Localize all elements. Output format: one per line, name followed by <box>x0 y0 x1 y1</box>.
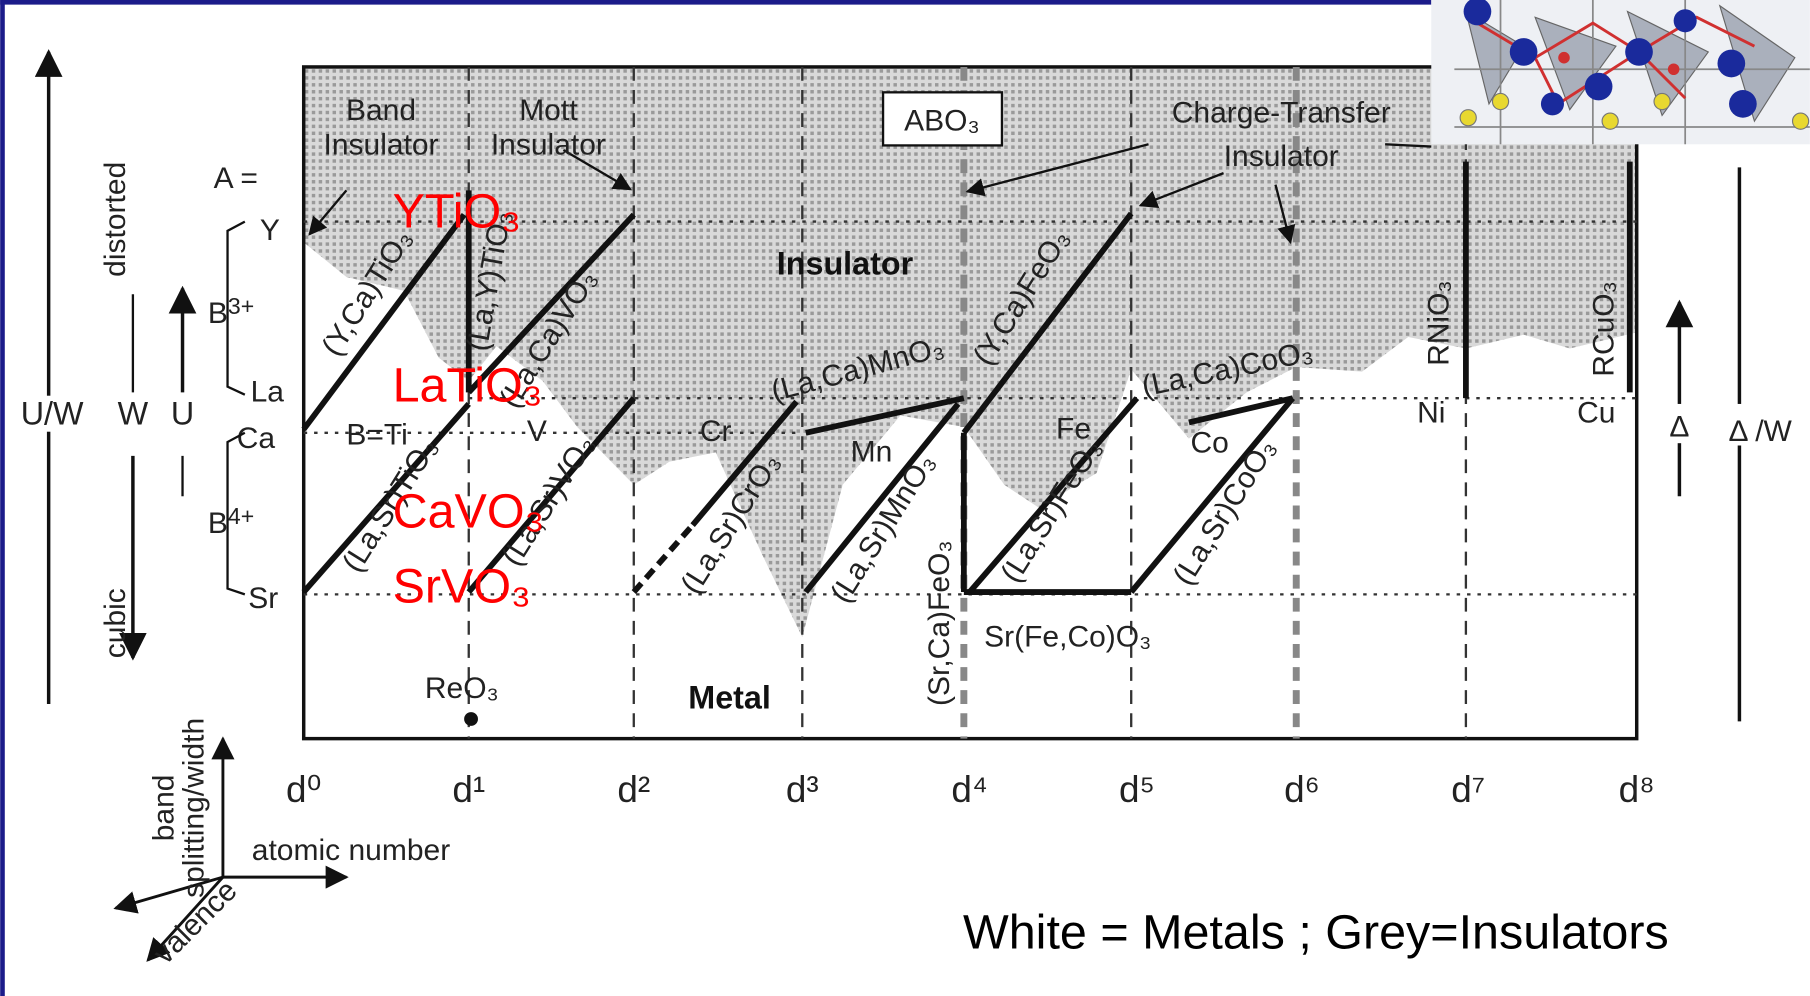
atom <box>1654 93 1670 109</box>
atom <box>1460 110 1476 126</box>
atom <box>1510 38 1538 66</box>
page: ABO₃ BandInsulator MottInsulator Charge-… <box>0 0 1810 996</box>
axis-label: cubic <box>99 588 132 658</box>
atom <box>1585 73 1613 101</box>
axis-label: W <box>118 396 149 432</box>
atom <box>1793 113 1809 129</box>
crystal-thumbnail <box>1431 0 1810 144</box>
compound: RCuO₃ <box>1588 281 1621 377</box>
metal-label: Metal <box>688 680 771 716</box>
a-site-label: Sr <box>248 582 278 615</box>
metal: Co <box>1191 426 1229 459</box>
axis-label: Δ <box>1669 410 1689 443</box>
metal: Cu <box>1577 396 1615 429</box>
atom <box>1625 38 1653 66</box>
d-count: d³ <box>786 769 819 810</box>
caption: White = Metals ; Grey=Insulators <box>963 906 1669 960</box>
compound: Sr(Fe,Co)O₃ <box>984 620 1151 653</box>
d-count: d⁸ <box>1619 769 1655 810</box>
d-count: d⁷ <box>1451 769 1485 810</box>
d-count: d⁰ <box>286 769 321 810</box>
atom <box>1558 52 1570 64</box>
d-count: d² <box>617 769 650 810</box>
atom <box>1492 93 1508 109</box>
a-site-label: B4+ <box>208 503 254 540</box>
compound: RNiO₃ <box>1423 280 1456 366</box>
key-label-line: splitting/width <box>177 718 210 898</box>
atom <box>1541 92 1564 115</box>
highlight-compound: CaVO₃ <box>393 484 545 538</box>
atom <box>1668 63 1680 75</box>
a-site-label: La <box>251 376 285 409</box>
d-count: d¹ <box>452 769 485 810</box>
key-label-line: band <box>147 775 180 842</box>
atom <box>1729 90 1757 118</box>
region-label-line: Insulator <box>1224 140 1339 173</box>
a-site-label: B3+ <box>208 293 254 330</box>
a-site-label: Ca <box>237 422 276 455</box>
b-label: B <box>208 507 228 540</box>
atom <box>1717 50 1745 78</box>
key-label: bandsplitting/width <box>147 718 210 898</box>
region-label-line: Insulator <box>323 129 438 162</box>
atom <box>1674 9 1697 32</box>
a-site-label: Y <box>260 214 280 247</box>
metal: Fe <box>1056 413 1091 446</box>
a-site-label: A = <box>214 162 258 195</box>
region-label-line: Insulator <box>491 129 606 162</box>
axis-label: U <box>171 396 194 432</box>
insulator-label: Insulator <box>777 246 914 282</box>
d-count: d⁵ <box>1119 769 1155 810</box>
formula: ABO₃ <box>904 104 980 137</box>
metal: V <box>527 415 547 448</box>
b-charge: 3+ <box>228 293 254 319</box>
key-label: atomic number <box>252 834 450 867</box>
highlight-compound: LaTiO₃ <box>393 359 543 413</box>
d-count: d⁶ <box>1284 769 1320 810</box>
atom <box>1602 113 1618 129</box>
highlight-compound: YTiO₃ <box>393 184 521 238</box>
region-label-line: Band <box>346 94 416 127</box>
border-left <box>0 0 5 996</box>
compound: (Sr,Ca)FeO₃ <box>923 540 956 706</box>
slide: ABO₃ BandInsulator MottInsulator Charge-… <box>0 0 1810 996</box>
region-label-line: Mott <box>519 94 578 127</box>
b-charge: 4+ <box>228 503 254 529</box>
b-label: B <box>208 297 228 330</box>
highlight-compound: SrVO₃ <box>393 559 531 613</box>
axis-label: distorted <box>99 162 132 277</box>
d-count-labels: d⁰ d¹ d² d³ d⁴ d⁵ d⁶ d⁷ d⁸ <box>286 769 1655 810</box>
region-label-line: Charge-Transfer <box>1172 96 1391 129</box>
axis-label: Δ /W <box>1729 415 1793 448</box>
reo3-point <box>464 712 478 726</box>
metal: Mn <box>851 436 893 469</box>
d-count: d⁴ <box>951 769 987 810</box>
axis-label: U/W <box>21 396 84 432</box>
metal: Ni <box>1417 396 1445 429</box>
b-ti-label: B=Ti <box>346 418 407 451</box>
reo3-label: ReO₃ <box>425 672 499 705</box>
border-top <box>0 0 1431 5</box>
metal: Cr <box>700 415 732 448</box>
